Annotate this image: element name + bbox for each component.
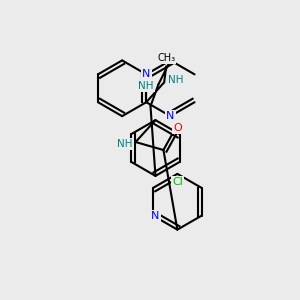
Text: NH: NH xyxy=(138,81,154,91)
Text: NH: NH xyxy=(168,75,184,85)
Text: N: N xyxy=(166,111,175,121)
Text: CH₃: CH₃ xyxy=(157,53,175,63)
Text: NH: NH xyxy=(117,139,133,149)
Text: N: N xyxy=(151,211,159,221)
Text: N: N xyxy=(142,69,151,80)
Text: Cl: Cl xyxy=(172,177,183,187)
Text: O: O xyxy=(173,123,182,133)
